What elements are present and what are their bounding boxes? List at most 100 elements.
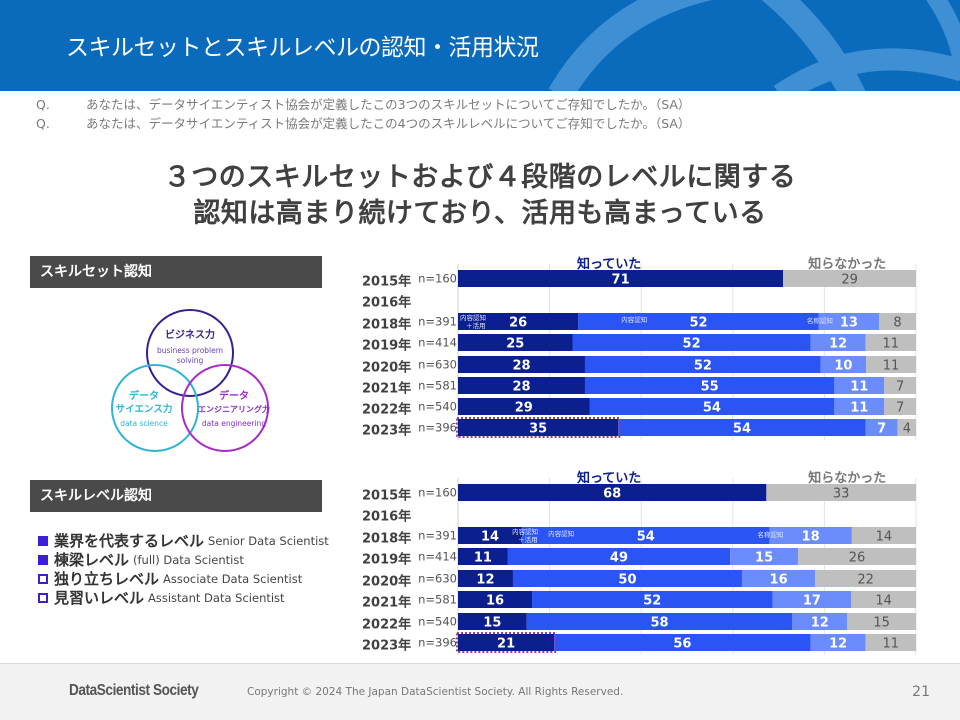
bar-unknown	[878, 313, 916, 330]
venn-circle-data-engineering	[181, 364, 269, 452]
skill-level-item: 業界を代表するレベル Senior Data Scientist	[38, 531, 329, 550]
bar-content-aware	[507, 548, 731, 565]
footer-brand-logo: DataScientist Society	[69, 682, 199, 699]
data-label: 11	[850, 380, 868, 395]
sample-size-label: n=540	[418, 400, 457, 414]
bar-content-use	[458, 398, 590, 415]
bar-content-use	[458, 613, 527, 630]
bar-content-use	[458, 548, 508, 565]
venn-business-en1: business problem	[157, 346, 223, 355]
level-en: (full) Data Scientist	[133, 552, 244, 567]
venn-de-en: data engineering	[202, 419, 266, 428]
data-label: 52	[690, 316, 708, 331]
bar-content-aware	[532, 591, 773, 608]
bar-content-aware	[572, 334, 811, 351]
level-jp: 業界を代表するレベル	[54, 532, 205, 550]
question-text: あなたは、データサイエンティスト協会が定義したこの3つのスキルセットについてご存…	[86, 97, 691, 112]
sample-size-label: n=391	[418, 529, 457, 543]
data-label: 55	[701, 380, 719, 395]
bar-content-aware	[522, 527, 770, 544]
segment-caption: 名称認知	[757, 530, 783, 539]
data-label: 14	[876, 530, 893, 545]
data-label: 7	[896, 380, 904, 395]
skill-level-item: 見習いレベル Assistant Data Scientist	[38, 588, 329, 607]
data-label: 21	[497, 637, 515, 652]
bar-unknown	[851, 591, 916, 608]
level-en: Senior Data Scientist	[208, 533, 329, 548]
data-label: 14	[481, 530, 499, 545]
headline-line-1: ３つのスキルセットおよび４段階のレベルに関する	[163, 162, 797, 193]
venn-de-jp2: エンジニアリング力	[198, 404, 270, 414]
data-label: 26	[849, 551, 866, 566]
year-label: 2015年	[362, 274, 411, 290]
year-label: 2018年	[362, 317, 411, 333]
year-label: 2023年	[362, 423, 411, 439]
bar-content-use	[458, 356, 585, 373]
year-label: 2023年	[362, 638, 411, 654]
data-label: 71	[612, 273, 630, 288]
segment-caption: 名称認知	[807, 316, 833, 325]
venn-circle-data-science	[111, 364, 199, 452]
bar-unknown	[783, 270, 916, 287]
bar-content-use	[458, 591, 533, 608]
skill-level-list: 業界を代表するレベル Senior Data Scientist 棟梁レベル (…	[38, 531, 329, 607]
question-mark: Q.	[36, 97, 50, 112]
header-unknown-label: 知らなかった	[808, 256, 886, 272]
header-logo-decoration	[548, 0, 960, 91]
bar-name-aware	[772, 591, 852, 608]
sample-size-label: n=396	[418, 636, 457, 650]
segment-caption: 内容認知	[512, 527, 538, 536]
year-label: 2019年	[362, 338, 411, 354]
headline-line-2: 認知は高まり続けており、活用も高まっている	[193, 198, 767, 229]
data-label: 4	[903, 422, 911, 437]
data-label: 7	[877, 422, 886, 437]
data-label: 17	[803, 594, 821, 609]
year-label: 2015年	[362, 488, 411, 504]
bar-known	[458, 270, 784, 287]
skillset-section-label: スキルセット認知	[30, 256, 322, 288]
sample-size-label: n=630	[418, 572, 457, 586]
data-label: 25	[506, 337, 524, 352]
sample-size-label: n=160	[418, 486, 457, 500]
bar-content-aware	[618, 419, 866, 436]
sample-size-label: n=540	[418, 615, 457, 629]
bar-content-aware	[554, 634, 811, 651]
data-label: 11	[883, 637, 900, 652]
year-label: 2022年	[362, 617, 411, 633]
sample-size-label: n=391	[418, 315, 457, 329]
sample-size-label: n=581	[418, 379, 457, 393]
bar-content-use	[458, 634, 555, 651]
bar-content-use	[458, 527, 523, 544]
level-jp: 見習いレベル	[54, 589, 145, 607]
data-label: 12	[811, 616, 829, 631]
bar-name-aware	[834, 398, 885, 415]
header-unknown-label: 知らなかった	[808, 470, 886, 486]
data-label: 16	[770, 573, 788, 588]
data-label: 12	[829, 337, 847, 352]
level-jp: 独り立ちレベル	[54, 570, 160, 588]
bar-unknown	[884, 377, 916, 394]
bar-name-aware	[820, 356, 867, 373]
data-label: 13	[840, 316, 858, 331]
bar-name-aware	[810, 634, 866, 651]
filled-square-icon	[38, 554, 48, 565]
bar-content-use	[458, 419, 619, 436]
data-label: 68	[603, 487, 621, 502]
bar-unknown	[851, 527, 916, 544]
year-label: 2021年	[362, 595, 411, 611]
data-label: 58	[650, 616, 668, 631]
bar-unknown	[866, 356, 916, 373]
data-label: 11	[850, 401, 868, 416]
data-label: 29	[515, 401, 533, 416]
data-label: 56	[673, 637, 691, 652]
data-label: 16	[486, 594, 504, 609]
data-label: 10	[834, 359, 852, 374]
bar-name-aware	[769, 527, 852, 544]
bar-unknown	[884, 398, 916, 415]
bar-content-aware	[584, 356, 821, 373]
bar-content-use	[458, 377, 585, 394]
bar-content-use	[458, 313, 579, 330]
segment-caption: 内容認知	[460, 313, 486, 322]
year-label: 2021年	[362, 381, 411, 397]
data-label: 26	[509, 316, 527, 331]
